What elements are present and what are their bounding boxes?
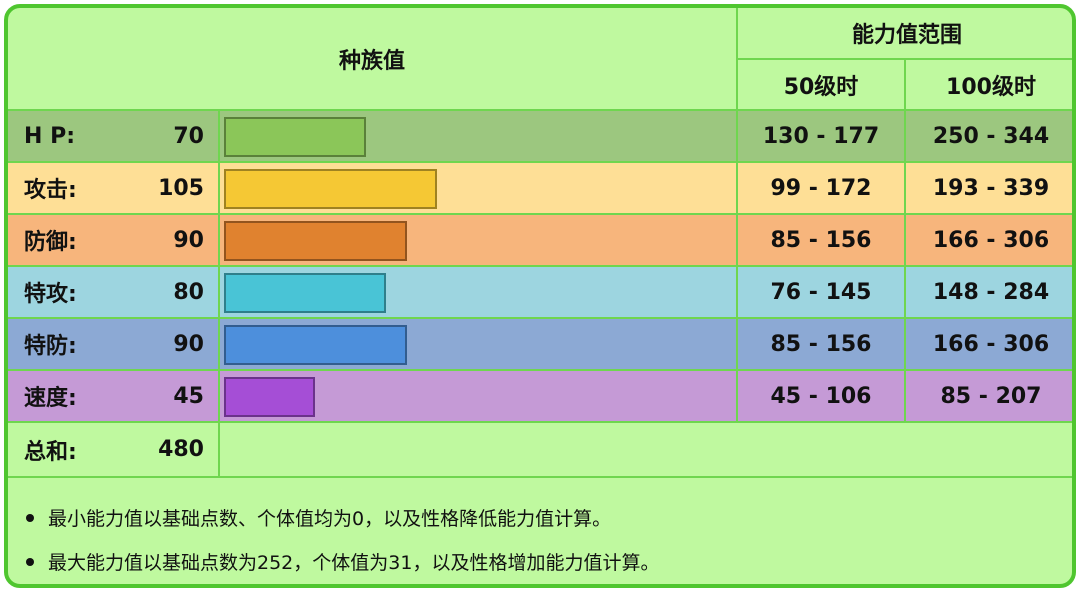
bullet-icon bbox=[26, 513, 34, 522]
stat-value: 90 bbox=[173, 227, 204, 253]
lv50-header: 50级时 bbox=[738, 60, 906, 111]
total-row: 总和: 480 bbox=[8, 423, 220, 478]
note-min: 最小能力值以基础点数、个体值均为0，以及性格降低能力值计算。 bbox=[26, 504, 611, 531]
base-stats-header: 种族值 bbox=[8, 8, 738, 111]
stat-bar bbox=[224, 117, 367, 157]
lv50-range: 45 - 106 bbox=[738, 371, 906, 423]
stat-bar-cell bbox=[220, 319, 738, 371]
lv50-range: 85 - 156 bbox=[738, 215, 906, 267]
lv100-range: 85 - 207 bbox=[906, 371, 1072, 423]
stat-bar bbox=[224, 325, 407, 365]
note-text: 最小能力值以基础点数、个体值均为0，以及性格降低能力值计算。 bbox=[48, 508, 612, 530]
lv100-range: 148 - 284 bbox=[906, 267, 1072, 319]
stat-name: 特攻: bbox=[24, 282, 77, 307]
stat-value: 70 bbox=[173, 123, 204, 149]
lv50-range: 99 - 172 bbox=[738, 163, 906, 215]
base-stats-table: 种族值 能力值范围 50级时 100级时 H P: 70 130 - 177 250 … bbox=[4, 4, 1076, 588]
note-max: 最大能力值以基础点数为252，个体值为31，以及性格增加能力值计算。 bbox=[26, 548, 659, 575]
stat-bar bbox=[224, 221, 407, 261]
lv100-header: 100级时 bbox=[906, 60, 1072, 111]
lv100-range: 166 - 306 bbox=[906, 319, 1072, 371]
total-value: 480 bbox=[158, 437, 204, 462]
stat-bar-cell bbox=[220, 267, 738, 319]
stat-label-cell: 速度: 45 bbox=[8, 371, 220, 423]
stat-value: 45 bbox=[173, 383, 204, 409]
stat-bar-cell bbox=[220, 371, 738, 423]
stat-name: 特防: bbox=[24, 334, 77, 359]
stat-bar-cell bbox=[220, 215, 738, 267]
total-empty-cell bbox=[220, 423, 1072, 478]
lv50-range: 76 - 145 bbox=[738, 267, 906, 319]
stat-bar-cell bbox=[220, 163, 738, 215]
lv100-range: 166 - 306 bbox=[906, 215, 1072, 267]
lv50-range: 130 - 177 bbox=[738, 111, 906, 163]
stat-value: 105 bbox=[158, 175, 204, 201]
stat-bar bbox=[224, 377, 316, 417]
lv50-range: 85 - 156 bbox=[738, 319, 906, 371]
lv100-range: 250 - 344 bbox=[906, 111, 1072, 163]
stat-name: H P: bbox=[24, 123, 75, 149]
note-text: 最大能力值以基础点数为252，个体值为31，以及性格增加能力值计算。 bbox=[48, 552, 660, 574]
bullet-icon bbox=[26, 557, 34, 566]
stat-name: 攻击: bbox=[24, 178, 77, 203]
total-label: 总和: bbox=[24, 439, 77, 465]
stat-label-cell: 特防: 90 bbox=[8, 319, 220, 371]
notes: 最小能力值以基础点数、个体值均为0，以及性格降低能力值计算。 最大能力值以基础点… bbox=[8, 478, 1072, 584]
stat-label-cell: 特攻: 80 bbox=[8, 267, 220, 319]
stat-value: 90 bbox=[173, 331, 204, 357]
stat-value: 80 bbox=[173, 279, 204, 305]
stat-range-header: 能力值范围 bbox=[738, 8, 1072, 60]
stat-name: 防御: bbox=[24, 230, 77, 255]
stat-bar bbox=[224, 273, 387, 313]
stat-label-cell: H P: 70 bbox=[8, 111, 220, 163]
stat-label-cell: 攻击: 105 bbox=[8, 163, 220, 215]
stat-bar-cell bbox=[220, 111, 738, 163]
stat-name: 速度: bbox=[24, 386, 77, 411]
lv100-range: 193 - 339 bbox=[906, 163, 1072, 215]
stat-label-cell: 防御: 90 bbox=[8, 215, 220, 267]
stat-bar bbox=[224, 169, 438, 209]
